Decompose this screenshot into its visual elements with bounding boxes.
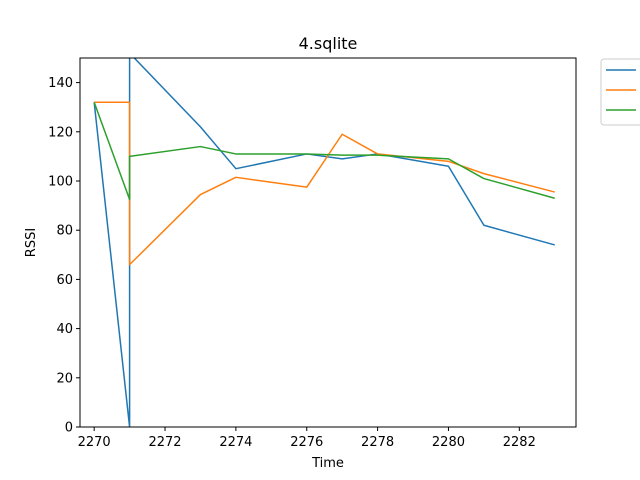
y-tick-label: 40	[56, 322, 73, 337]
y-tick-label: 60	[56, 273, 73, 288]
x-axis-title: Time	[311, 456, 344, 471]
x-tick-label: 2274	[219, 435, 252, 450]
x-tick-label: 2276	[290, 435, 323, 450]
series-layer	[93, 58, 555, 427]
chart-title: 4.sqlite	[299, 34, 358, 53]
legend	[600, 58, 640, 126]
plot-frame	[79, 57, 577, 428]
y-tick-label: 140	[48, 76, 73, 91]
y-axis-title: RSSI	[24, 228, 39, 257]
y-axis: 0 20 40 60 80 100 120 140	[48, 76, 80, 436]
x-tick-label: 2272	[148, 435, 181, 450]
x-tick-label: 2278	[361, 435, 394, 450]
x-tick-label: 2270	[78, 435, 111, 450]
y-tick-label: 80	[56, 224, 73, 239]
legend-box	[600, 58, 640, 126]
y-tick-label: 20	[56, 371, 73, 386]
x-tick-label: 2282	[503, 435, 536, 450]
x-tick-label: 2280	[432, 435, 465, 450]
series-line-3	[93, 102, 555, 201]
y-tick-label: 100	[48, 175, 73, 190]
y-tick-label: 0	[65, 421, 73, 436]
x-axis: 2270 2272 2274 2276 2278 2280 2282	[78, 427, 536, 450]
y-tick-label: 120	[48, 125, 73, 140]
